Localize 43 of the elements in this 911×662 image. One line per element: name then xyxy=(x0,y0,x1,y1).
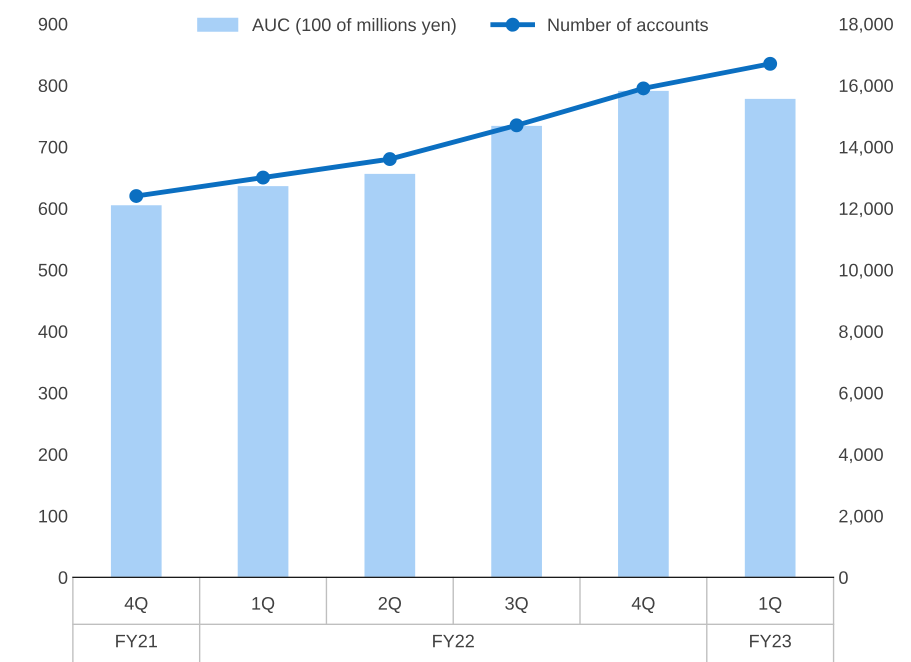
legend-label: Number of accounts xyxy=(548,18,708,32)
text: FY21 xyxy=(116,634,157,648)
point xyxy=(510,118,524,132)
y2-tick-label: 4,000 xyxy=(838,448,883,464)
bar xyxy=(744,98,796,578)
y-tick-label: 800 xyxy=(38,79,68,92)
y-tick-label: 100 xyxy=(39,510,68,522)
bar xyxy=(364,174,416,578)
bar xyxy=(238,186,288,578)
text: FY22 xyxy=(433,634,474,648)
x-tick-label: 1Q xyxy=(252,596,274,614)
y-tick-label: 500 xyxy=(38,264,68,277)
point xyxy=(636,81,650,96)
y2-tick-label: 18,000 xyxy=(840,18,893,33)
x-tick-label: 4Q xyxy=(124,596,148,614)
point xyxy=(382,152,397,166)
point xyxy=(763,56,778,71)
x-tick-label: 4Q xyxy=(632,596,655,614)
y2-tick-label: 10,000 xyxy=(840,264,893,279)
bar xyxy=(491,126,542,578)
y2-tick-label: 0 xyxy=(839,571,848,584)
y-tick-label: 900 xyxy=(38,18,68,31)
y2-tick-label: 12,000 xyxy=(840,202,893,218)
point xyxy=(129,189,144,203)
y-tick-label: 0 xyxy=(58,571,68,584)
y2-tick-label: 8,000 xyxy=(839,325,883,340)
y2-tick-label: 6,000 xyxy=(839,386,883,402)
text: FY23 xyxy=(750,634,791,648)
y2-tick-label: 2,000 xyxy=(839,510,883,525)
y-tick-label: 200 xyxy=(38,448,68,461)
legend-label: AUC (100 of millions yen) xyxy=(252,18,456,35)
bar xyxy=(110,205,162,578)
y-tick-label: 600 xyxy=(38,202,68,216)
y2-tick-label: 16,000 xyxy=(840,79,893,94)
y-tick-label: 700 xyxy=(38,140,68,154)
x-tick-label: 2Q xyxy=(378,596,402,614)
y-tick-label: 400 xyxy=(38,325,68,338)
y2-tick-label: 14,000 xyxy=(840,140,893,156)
point xyxy=(256,170,270,185)
x-tick-label: 3Q xyxy=(505,596,528,614)
bar xyxy=(618,90,669,578)
y-tick-label: 300 xyxy=(38,386,68,400)
x-tick-label: 1Q xyxy=(760,596,782,614)
